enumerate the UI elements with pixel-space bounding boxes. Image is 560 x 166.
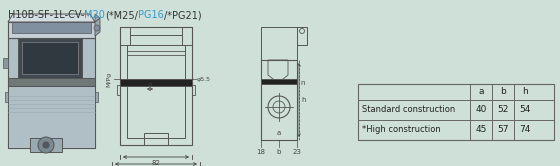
Text: 74: 74	[519, 125, 531, 134]
Polygon shape	[30, 138, 62, 152]
Polygon shape	[18, 38, 82, 78]
Polygon shape	[8, 22, 95, 38]
Polygon shape	[5, 92, 8, 102]
Polygon shape	[95, 14, 100, 22]
Polygon shape	[3, 58, 8, 68]
Text: *High construction: *High construction	[362, 125, 441, 134]
Polygon shape	[8, 14, 95, 22]
Polygon shape	[8, 78, 95, 86]
Text: 23: 23	[292, 149, 301, 155]
Polygon shape	[95, 92, 98, 102]
Text: n: n	[300, 80, 305, 86]
Polygon shape	[8, 86, 95, 148]
Polygon shape	[358, 84, 554, 140]
Text: (*M25/: (*M25/	[105, 10, 138, 20]
Circle shape	[38, 137, 54, 153]
Polygon shape	[95, 18, 100, 36]
Polygon shape	[22, 42, 78, 74]
Polygon shape	[120, 79, 192, 86]
Text: 57: 57	[497, 125, 508, 134]
Text: 45: 45	[475, 125, 487, 134]
Text: H10B-SF-1L-CV-: H10B-SF-1L-CV-	[8, 10, 85, 20]
Polygon shape	[261, 79, 297, 84]
Text: b: b	[500, 87, 506, 96]
Text: 18: 18	[256, 149, 265, 155]
Text: 82: 82	[152, 160, 160, 166]
Circle shape	[42, 141, 50, 149]
Text: 52: 52	[497, 106, 508, 115]
Text: a: a	[478, 87, 484, 96]
Text: Standard construction: Standard construction	[362, 106, 455, 115]
Polygon shape	[8, 38, 95, 148]
Text: PG16: PG16	[138, 10, 164, 20]
Text: M/Pg: M/Pg	[106, 71, 111, 86]
Circle shape	[94, 25, 100, 31]
Text: b: b	[277, 149, 281, 155]
Text: /*PG21): /*PG21)	[164, 10, 202, 20]
Text: M20: M20	[85, 10, 105, 20]
Text: 40: 40	[475, 106, 487, 115]
Polygon shape	[12, 22, 91, 33]
Text: d: d	[148, 82, 152, 87]
Text: a: a	[277, 130, 281, 136]
Text: 54: 54	[519, 106, 531, 115]
Text: h: h	[522, 87, 528, 96]
Text: φ5.5: φ5.5	[197, 77, 211, 82]
Text: h: h	[301, 97, 306, 103]
